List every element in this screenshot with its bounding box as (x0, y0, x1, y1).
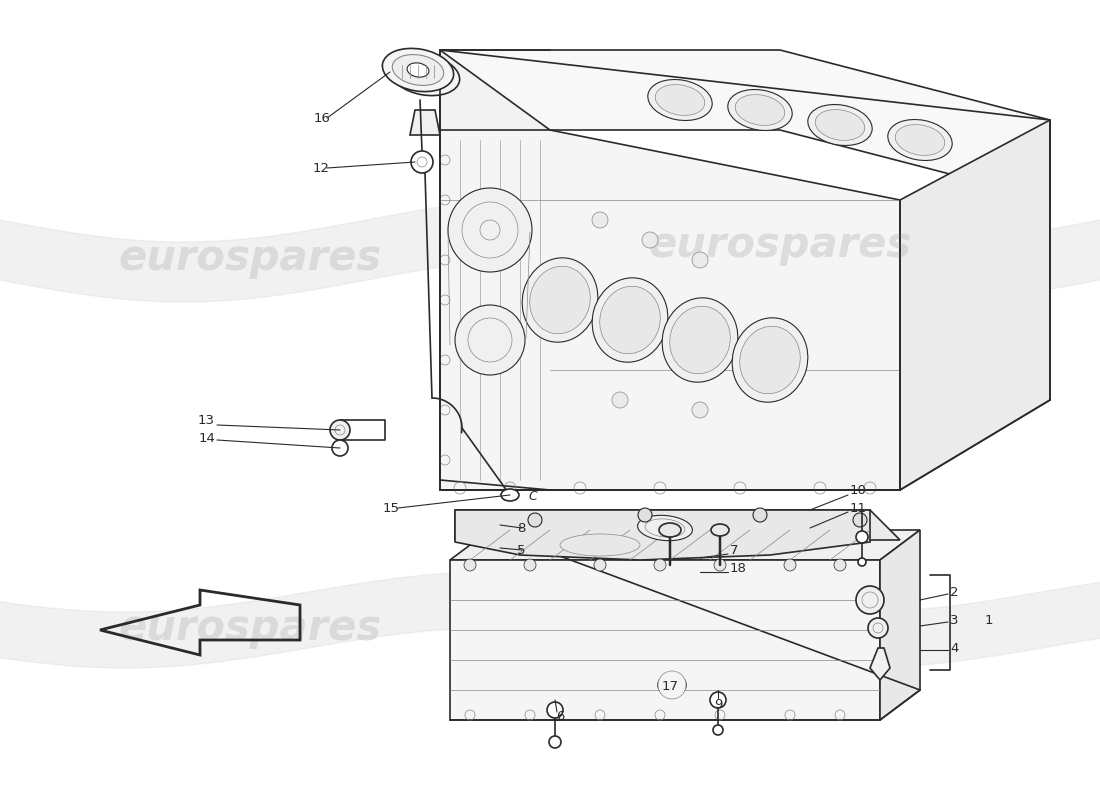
Circle shape (658, 671, 686, 699)
Circle shape (784, 559, 796, 571)
Polygon shape (440, 50, 550, 490)
Ellipse shape (500, 489, 519, 501)
Polygon shape (410, 110, 440, 135)
Ellipse shape (407, 63, 429, 77)
Circle shape (856, 586, 884, 614)
Ellipse shape (739, 326, 801, 394)
Text: 12: 12 (314, 162, 330, 174)
Text: 18: 18 (730, 562, 747, 574)
Text: 11: 11 (850, 502, 867, 514)
Polygon shape (440, 130, 900, 490)
Ellipse shape (638, 515, 692, 541)
Circle shape (549, 736, 561, 748)
Text: 1: 1 (984, 614, 993, 626)
Text: eurospares: eurospares (648, 597, 912, 639)
Ellipse shape (728, 90, 792, 130)
Text: eurospares: eurospares (119, 607, 382, 649)
Text: 9: 9 (714, 698, 723, 710)
Ellipse shape (670, 306, 730, 374)
Ellipse shape (895, 125, 945, 155)
Ellipse shape (807, 105, 872, 146)
Text: 15: 15 (383, 502, 400, 514)
Circle shape (592, 212, 608, 228)
Circle shape (754, 508, 767, 522)
Circle shape (332, 440, 348, 456)
Circle shape (417, 157, 427, 167)
Text: 2: 2 (950, 586, 958, 598)
Text: eurospares: eurospares (648, 224, 912, 266)
Polygon shape (450, 560, 880, 720)
Circle shape (713, 725, 723, 735)
Polygon shape (450, 530, 920, 560)
Circle shape (330, 420, 350, 440)
Circle shape (455, 305, 525, 375)
Text: 5: 5 (517, 543, 525, 557)
Ellipse shape (415, 69, 434, 81)
Ellipse shape (815, 110, 865, 140)
Ellipse shape (383, 48, 453, 92)
Polygon shape (455, 510, 900, 540)
Text: 7: 7 (730, 543, 738, 557)
Polygon shape (870, 648, 890, 680)
Circle shape (638, 508, 652, 522)
Circle shape (524, 559, 536, 571)
Circle shape (714, 559, 726, 571)
Ellipse shape (560, 534, 640, 556)
Circle shape (692, 402, 708, 418)
Ellipse shape (662, 298, 738, 382)
Polygon shape (900, 120, 1050, 490)
Circle shape (868, 618, 888, 638)
Ellipse shape (530, 266, 591, 334)
Text: 6: 6 (556, 710, 564, 722)
Circle shape (692, 252, 708, 268)
Text: 8: 8 (517, 522, 525, 534)
Ellipse shape (711, 524, 729, 536)
Ellipse shape (888, 119, 953, 161)
Circle shape (412, 152, 432, 172)
Circle shape (594, 559, 606, 571)
Text: 4: 4 (950, 642, 958, 654)
Ellipse shape (600, 286, 660, 354)
Ellipse shape (400, 61, 450, 90)
Text: 14: 14 (198, 431, 214, 445)
Circle shape (448, 188, 532, 272)
Circle shape (834, 559, 846, 571)
Circle shape (852, 513, 867, 527)
Circle shape (856, 531, 868, 543)
Circle shape (528, 513, 542, 527)
Circle shape (612, 392, 628, 408)
Text: eurospares: eurospares (119, 237, 382, 279)
Text: 10: 10 (850, 483, 867, 497)
Ellipse shape (390, 54, 460, 96)
Text: 3: 3 (950, 614, 958, 626)
Circle shape (654, 559, 666, 571)
Ellipse shape (592, 278, 668, 362)
Text: 16: 16 (314, 111, 330, 125)
Ellipse shape (648, 79, 712, 121)
Ellipse shape (393, 54, 443, 86)
Circle shape (642, 232, 658, 248)
Ellipse shape (656, 85, 705, 115)
Polygon shape (440, 50, 1050, 200)
Ellipse shape (659, 523, 681, 537)
Text: 17: 17 (661, 679, 679, 693)
Ellipse shape (522, 258, 598, 342)
Circle shape (464, 559, 476, 571)
Text: C: C (528, 490, 537, 503)
Ellipse shape (735, 94, 784, 126)
Polygon shape (880, 530, 920, 720)
Circle shape (710, 692, 726, 708)
Circle shape (411, 151, 433, 173)
Circle shape (547, 702, 563, 718)
Polygon shape (455, 510, 870, 560)
Ellipse shape (733, 318, 807, 402)
Text: 13: 13 (198, 414, 214, 426)
Circle shape (858, 558, 866, 566)
